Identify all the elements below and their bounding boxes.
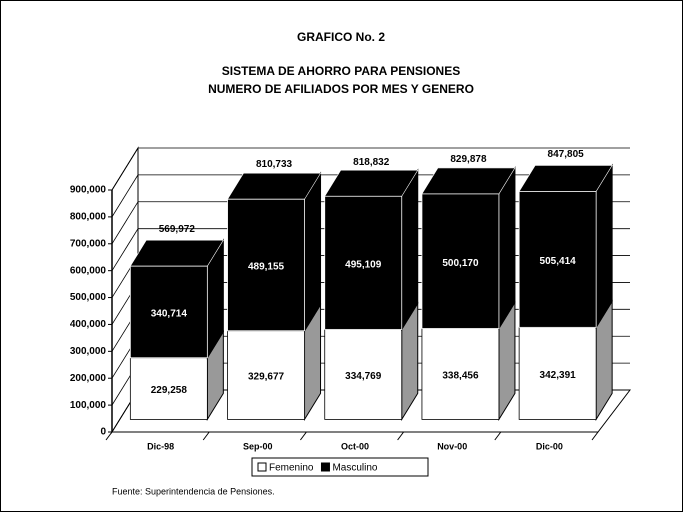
bar bbox=[421, 193, 500, 329]
bar bbox=[227, 198, 305, 332]
bar bbox=[227, 330, 305, 420]
bar bbox=[518, 191, 597, 328]
subtitle: SISTEMA DE AHORRO PARA PENSIONES bbox=[222, 64, 460, 78]
x-tick-label: Dic-00 bbox=[536, 441, 563, 451]
x-tick bbox=[202, 431, 210, 441]
bar bbox=[129, 357, 208, 420]
y-tick-label: 600,000 bbox=[70, 265, 107, 276]
bar-top bbox=[227, 172, 322, 200]
bar-top bbox=[129, 239, 224, 267]
x-tick bbox=[494, 431, 502, 441]
total-label: 829,878 bbox=[450, 154, 487, 165]
value-label: 338,456 bbox=[442, 371, 479, 382]
legend-swatch bbox=[320, 462, 330, 472]
bar-top bbox=[421, 167, 516, 195]
x-tick bbox=[397, 431, 405, 441]
grid-line bbox=[111, 174, 139, 218]
value-label: 340,714 bbox=[151, 309, 188, 320]
source-note: Fuente: Superintendencia de Pensiones. bbox=[112, 486, 275, 496]
y-tick-label: 900,000 bbox=[70, 185, 107, 196]
x-tick-label: Oct-00 bbox=[341, 441, 369, 451]
value-label: 505,414 bbox=[540, 256, 577, 267]
x-tick bbox=[299, 431, 307, 441]
y-tick-label: 0 bbox=[100, 427, 106, 438]
bar-side bbox=[304, 171, 322, 333]
legend-swatch bbox=[257, 462, 267, 472]
x-tick bbox=[105, 431, 113, 441]
bar bbox=[421, 327, 500, 420]
y-tick-label: 200,000 bbox=[70, 373, 107, 384]
y-tick-label: 100,000 bbox=[70, 400, 107, 411]
y-tick-label: 400,000 bbox=[70, 319, 107, 330]
y-tick-label: 700,000 bbox=[70, 238, 107, 249]
legend-label: Masculino bbox=[332, 463, 377, 474]
value-label: 229,258 bbox=[151, 385, 188, 396]
x-tick-label: Dic-98 bbox=[147, 441, 174, 451]
y-tick-label: 800,000 bbox=[70, 212, 107, 223]
bar bbox=[129, 265, 208, 359]
subtitle: NUMERO DE AFILIADOS POR MES Y GENERO bbox=[208, 82, 474, 96]
x-tick-label: Sep-00 bbox=[243, 441, 273, 451]
legend-box bbox=[251, 457, 429, 477]
total-label: 810,733 bbox=[256, 159, 293, 170]
bar-side bbox=[595, 163, 613, 330]
value-label: 500,170 bbox=[442, 258, 479, 269]
value-label: 489,155 bbox=[248, 262, 285, 273]
total-label: 818,832 bbox=[353, 157, 390, 168]
value-label: 329,677 bbox=[248, 372, 285, 383]
chart-title: GRAFICO No. 2 bbox=[297, 30, 385, 44]
y-tick-label: 500,000 bbox=[70, 292, 107, 303]
value-label: 342,391 bbox=[540, 370, 577, 381]
bar-side bbox=[401, 168, 419, 332]
x-tick bbox=[591, 431, 599, 441]
bar-top bbox=[324, 169, 419, 197]
value-label: 495,109 bbox=[345, 259, 382, 270]
x-tick-label: Nov-00 bbox=[437, 441, 467, 451]
y-tick-label: 300,000 bbox=[70, 346, 107, 357]
bar-top bbox=[518, 165, 613, 192]
grid-line bbox=[111, 201, 139, 244]
bar-side bbox=[498, 166, 516, 331]
bar bbox=[518, 326, 597, 420]
bar bbox=[324, 328, 403, 420]
total-label: 847,805 bbox=[548, 149, 585, 160]
grid-line bbox=[111, 228, 139, 271]
bar bbox=[324, 195, 403, 330]
grid-line bbox=[111, 147, 139, 191]
legend-label: Femenino bbox=[269, 463, 314, 474]
total-label: 569,972 bbox=[159, 224, 196, 235]
value-label: 334,769 bbox=[345, 371, 382, 382]
